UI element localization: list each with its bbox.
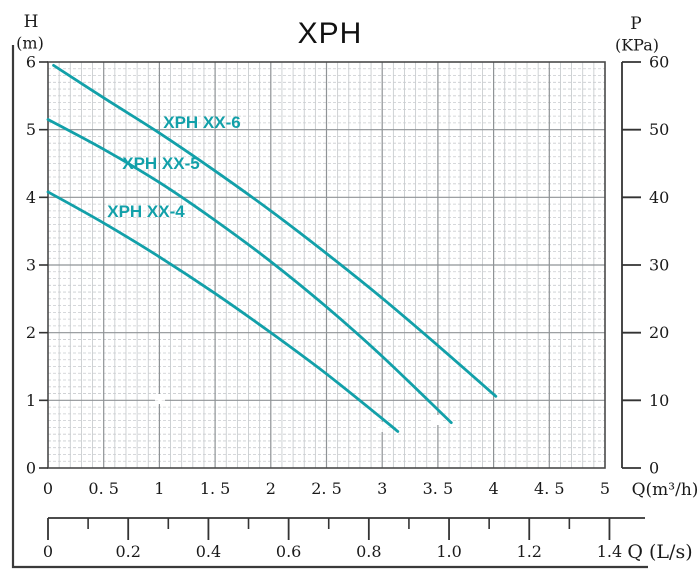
right-tick-label: 20	[649, 323, 669, 342]
right-tick-label: 0	[649, 459, 659, 478]
bottom-tick-label: 4	[489, 479, 499, 498]
left-axis-symbol: H	[23, 12, 39, 32]
left-tick-label: 2	[26, 323, 36, 342]
secondary-axis-unit-label: Q (L/s)	[627, 541, 693, 563]
secondary-tick-label: 0.6	[276, 542, 301, 561]
secondary-tick-label: 1.0	[436, 542, 461, 561]
left-tick-label: 0	[26, 459, 36, 478]
left-axis: 6 5 4 3 2 1 0	[26, 53, 48, 478]
left-tick-label: 6	[26, 53, 36, 72]
right-tick-label: 60	[649, 53, 669, 72]
grid-major	[48, 62, 605, 468]
bottom-tick-label: 3	[377, 479, 387, 498]
left-tick-label: 1	[26, 391, 36, 410]
left-tick-label: 5	[26, 120, 36, 139]
curve-xph-xx-6	[52, 63, 498, 398]
curves	[46, 63, 498, 433]
secondary-tick-label: 0.4	[196, 542, 221, 561]
bottom-tick-label: 3. 5	[423, 479, 454, 498]
curve-xph-xx-5	[46, 118, 453, 425]
left-tick-label: 4	[26, 188, 36, 207]
secondary-tick-label: 0.8	[356, 542, 381, 561]
bottom-tick-label: 5	[600, 479, 610, 498]
right-tick-label: 30	[649, 256, 669, 275]
left-axis-unit: (m)	[16, 33, 44, 53]
bottom-axis-unit-label: Q(m³/h)	[631, 480, 699, 500]
right-axis: 60 50 40 30 20 10 0	[621, 53, 669, 478]
right-tick-label: 40	[649, 188, 669, 207]
right-tick-label: 10	[649, 391, 669, 410]
bottom-tick-label: 2. 5	[311, 479, 342, 498]
right-tick-label: 50	[649, 120, 669, 139]
curve-xph-xx-4	[46, 190, 400, 433]
secondary-tick-label: 1.2	[517, 542, 542, 561]
curve-label-xph-xx-5: XPH XX-5	[122, 154, 200, 173]
left-tick-label: 3	[26, 256, 36, 275]
bottom-tick-label: 1. 5	[200, 479, 231, 498]
right-axis-unit: (KPa)	[614, 35, 660, 55]
bottom-tick-label: 0. 5	[88, 479, 119, 498]
secondary-axis: 0 0.2 0.4 0.6 0.8 1.0 1.2 1.4	[43, 517, 645, 561]
curve-label-xph-xx-6: XPH XX-6	[163, 113, 241, 132]
curve-label-xph-xx-4: XPH XX-4	[107, 202, 185, 221]
secondary-tick-label: 0	[43, 542, 53, 561]
bottom-tick-label: 4. 5	[534, 479, 565, 498]
bottom-axis: 0 0. 5 1 1. 5 2 2. 5 3 3. 5 4 4. 5 5	[43, 479, 610, 498]
chart-title: XPH	[297, 17, 363, 50]
bottom-tick-label: 1	[154, 479, 164, 498]
secondary-tick-label: 1.4	[597, 542, 622, 561]
secondary-tick-label: 0.2	[115, 542, 140, 561]
right-axis-symbol: P	[630, 14, 642, 34]
artifact-crosses	[155, 394, 443, 432]
bottom-tick-label: 2	[266, 479, 276, 498]
outer-frame	[11, 45, 648, 569]
bottom-tick-label: 0	[43, 479, 53, 498]
